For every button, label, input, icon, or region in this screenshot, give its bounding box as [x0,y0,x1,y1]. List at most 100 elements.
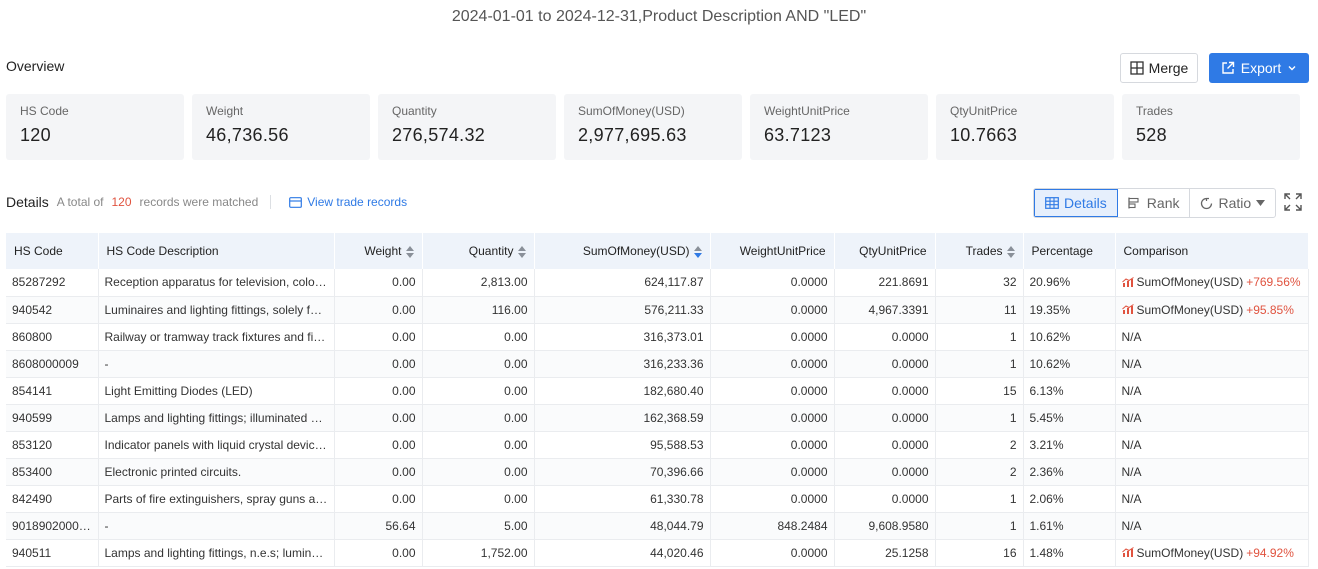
card-weight-unit-price: WeightUnitPrice 63.7123 [750,94,928,160]
col-label: Trades [965,244,1003,258]
col-weight[interactable]: Weight [334,233,423,269]
cell-percentage: 10.62% [1023,323,1116,351]
view-trade-records-link[interactable]: View trade records [289,195,407,209]
card-weight: Weight 46,736.56 [192,94,370,160]
cell-sum-of-money: 576,211.33 [534,296,711,324]
col-label: QtyUnitPrice [859,244,927,258]
cell-percentage: 19.35% [1023,296,1116,324]
cell-hs-code: 860800 [6,323,99,351]
comparison-metric: SumOfMoney(USD) [1136,275,1244,290]
cell-description: Electronic printed circuits. [98,458,335,486]
cell-trades: 2 [935,431,1024,459]
cell-weight: 0.00 [334,458,423,486]
cell-trades: 1 [935,512,1024,540]
export-label: Export [1240,60,1282,76]
table-row[interactable]: 940511 Lamps and lighting fittings, n.e.s… [6,539,1309,567]
cell-qty-unit-price: 0.0000 [834,323,936,351]
table-row[interactable]: 860800 Railway or tramway track fixtures … [6,323,1309,351]
tab-ratio[interactable]: Ratio [1190,189,1275,217]
tab-ratio-label: Ratio [1218,195,1252,211]
cell-sum-of-money: 624,117.87 [534,269,711,297]
rank-icon [1128,197,1139,209]
cell-weight: 0.00 [334,485,423,513]
sort-desc-icon[interactable] [693,245,702,258]
divider [270,195,272,209]
col-quantity[interactable]: Quantity [422,233,535,269]
col-qty-unit-price: QtyUnitPrice [834,233,936,269]
view-trade-records-label: View trade records [307,195,408,209]
table-row[interactable]: 842490 Parts of fire extinguishers, spray… [6,485,1309,513]
table-row[interactable]: 901890200000-56.64 5.00 48,044.79 848.2484 9… [6,512,1309,540]
col-label: HS Code [14,244,63,258]
comparison-change: +769.56% [1246,275,1301,290]
cell-weight: 56.64 [334,512,423,540]
card-value: 63.7123 [764,125,832,145]
cell-hs-code: 940599 [6,404,99,432]
table-icon [1045,197,1059,209]
table-row[interactable]: 940542 Luminaires and lighting fittings, … [6,296,1309,324]
table-row[interactable]: 940599 Lamps and lighting fittings; illum… [6,404,1309,432]
col-label: Percentage [1031,244,1093,258]
card-label: HS Code [20,104,69,118]
cell-weight-unit-price: 0.0000 [710,323,835,351]
cell-trades: 11 [935,296,1024,324]
table-row[interactable]: 8608000009-0.00 0.00 316,233.36 0.0000 0.000… [6,350,1309,378]
cell-percentage: 20.96% [1023,269,1116,297]
sort-icon[interactable] [405,245,414,258]
cell-sum-of-money: 182,680.40 [534,377,711,405]
col-weight-unit-price: WeightUnitPrice [710,233,835,269]
cell-weight-unit-price: 0.0000 [710,404,835,432]
cell-comparison: N/A [1115,404,1309,432]
card-value: 528 [1136,125,1167,145]
cell-trades: 15 [935,377,1024,405]
table-header-row: HS Code HS Code Description Weight Quant… [6,233,1309,269]
fullscreen-icon[interactable] [1284,193,1302,211]
cell-quantity: 116.00 [422,296,535,324]
col-sum-of-money[interactable]: SumOfMoney(USD) [534,233,711,269]
col-label: WeightUnitPrice [739,244,826,258]
tab-details[interactable]: Details [1034,189,1118,217]
cell-weight: 0.00 [334,323,423,351]
table-row[interactable]: 853400 Electronic printed circuits. 0.00 0.… [6,458,1309,486]
cell-quantity: 5.00 [422,512,535,540]
cell-weight-unit-price: 0.0000 [710,539,835,567]
cell-description: - [98,350,335,378]
cell-comparison: SumOfMoney(USD) +94.92% [1115,539,1309,567]
cell-weight: 0.00 [334,431,423,459]
ratio-icon [1201,197,1213,209]
merge-button[interactable]: Merge [1120,53,1198,83]
details-table: HS Code HS Code Description Weight Quant… [6,233,1309,567]
cell-description: Railway or tramway track fixtures and fi… [98,323,335,351]
cell-hs-code: 901890200000 [6,512,99,540]
cell-description: Lamps and lighting fittings, n.e.s; lumi… [98,539,335,567]
tab-rank-label: Rank [1146,195,1180,211]
cell-comparison: SumOfMoney(USD) +769.56% [1115,269,1309,297]
cell-description: Lamps and lighting fittings; illuminated… [98,404,335,432]
cell-qty-unit-price: 0.0000 [834,404,936,432]
comparison-metric: SumOfMoney(USD) [1136,302,1244,317]
tab-rank[interactable]: Rank [1118,189,1191,217]
cell-comparison: N/A [1115,377,1309,405]
sort-icon[interactable] [1006,245,1015,258]
cell-comparison: N/A [1115,431,1309,459]
card-quantity: Quantity 276,574.32 [378,94,556,160]
table-row[interactable]: 854141 Light Emitting Diodes (LED) 0.00 0.0… [6,377,1309,405]
card-trades: Trades 528 [1122,94,1300,160]
export-button[interactable]: Export [1209,53,1309,83]
comparison-metric: SumOfMoney(USD) [1136,545,1244,560]
cell-percentage: 5.45% [1023,404,1116,432]
cell-weight-unit-price: 848.2484 [710,512,835,540]
cell-trades: 1 [935,323,1024,351]
sort-icon[interactable] [517,245,526,258]
cell-hs-code: 853120 [6,431,99,459]
comparison-change: +94.92% [1246,545,1294,560]
cell-hs-code: 940542 [6,296,99,324]
card-value: 276,574.32 [392,125,486,145]
col-label: HS Code Description [106,244,219,258]
cell-qty-unit-price: 0.0000 [834,485,936,513]
col-trades[interactable]: Trades [935,233,1024,269]
table-row[interactable]: 85287292 Reception apparatus for televisi… [6,269,1309,297]
records-prefix: A total of [56,195,104,209]
table-row[interactable]: 853120 Indicator panels with liquid cryst… [6,431,1309,459]
cell-weight-unit-price: 0.0000 [710,458,835,486]
